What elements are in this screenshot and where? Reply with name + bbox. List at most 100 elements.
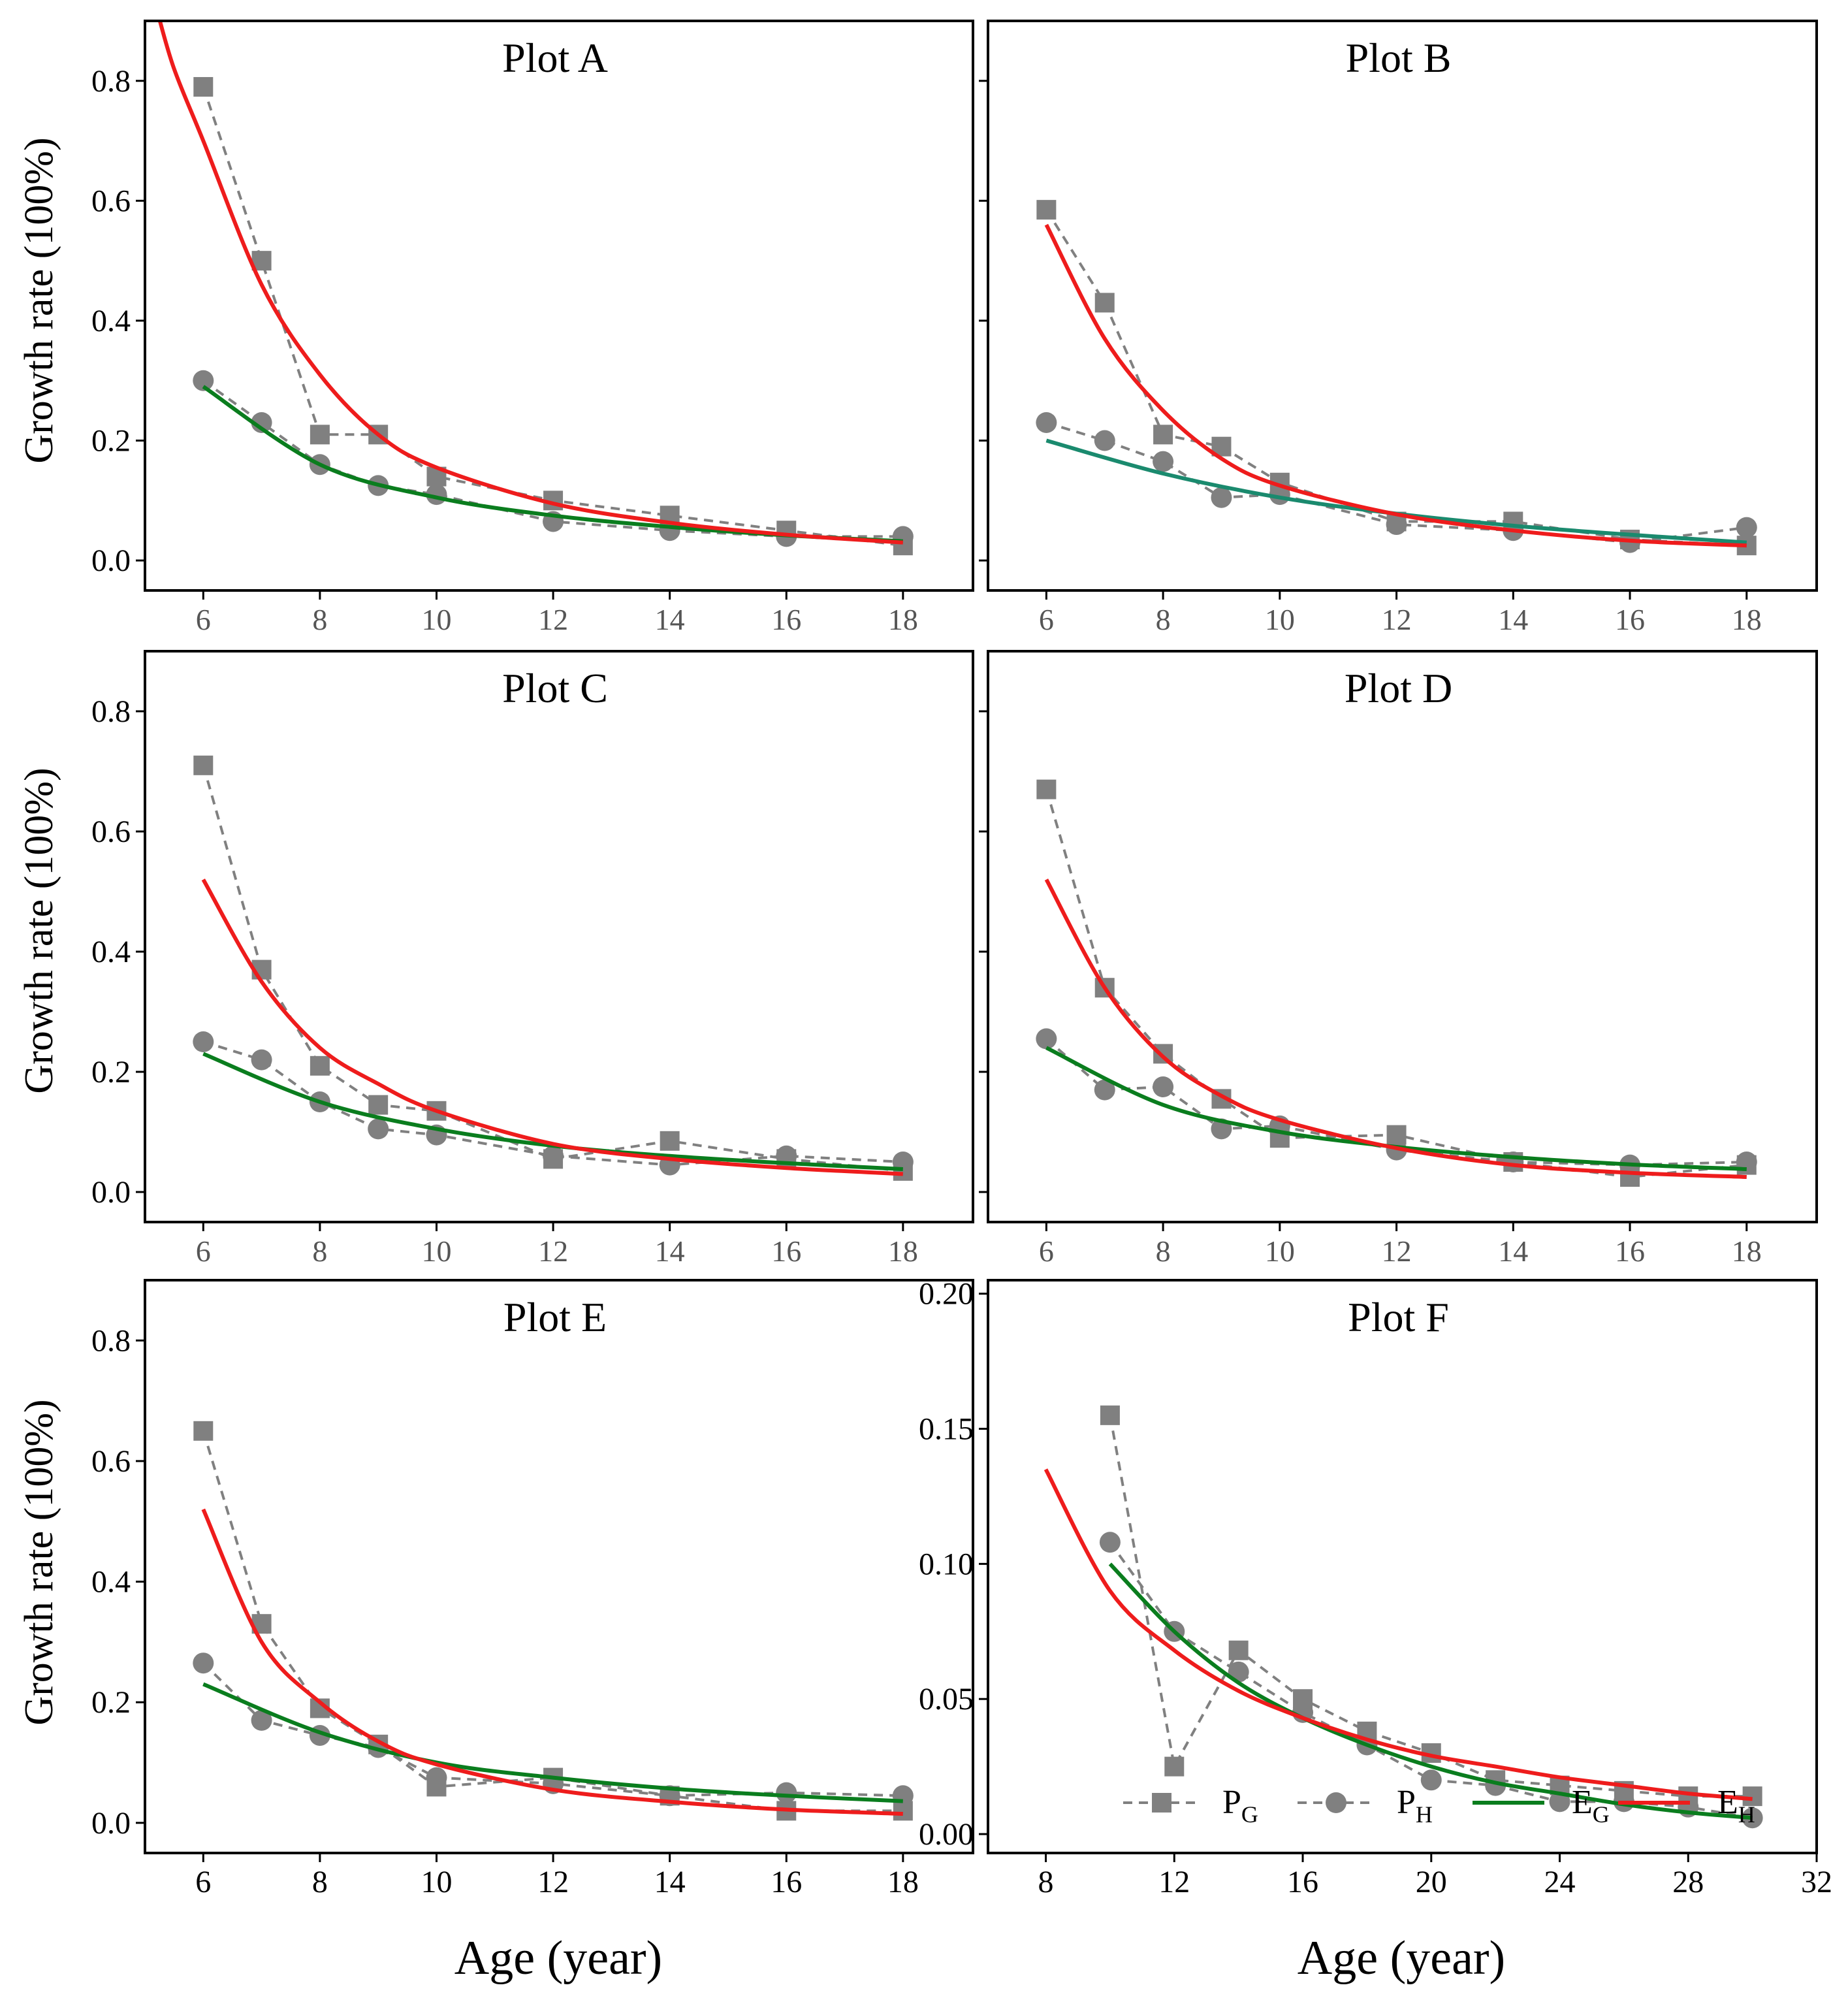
plot-f-frame: [987, 1279, 1818, 1854]
series-pg-marker: [1036, 200, 1057, 220]
plot-c-frame: [144, 650, 974, 1223]
series-pg-line: [1108, 1415, 1753, 1798]
x-tick-label: 18: [1732, 1234, 1762, 1268]
legend-label-subscript: H: [1738, 1801, 1755, 1828]
y-tick-label: 0.0: [91, 1175, 131, 1210]
series-pg-marker: [310, 1055, 330, 1076]
y-tick-label: 0.4: [91, 304, 131, 338]
legend-label-subscript: G: [1241, 1801, 1258, 1828]
plot-d-series: [1036, 779, 1757, 1187]
y-tick-label: 0.6: [91, 184, 131, 218]
series-ph-marker: [776, 1782, 797, 1803]
series-ph-marker: [1153, 451, 1174, 472]
x-tick-label: 14: [654, 1865, 686, 1899]
series-ph-marker: [1386, 514, 1407, 536]
y-tick-label: 0.00: [919, 1817, 974, 1852]
series-pg-marker: [193, 1421, 214, 1441]
series-ph-marker: [251, 1049, 272, 1071]
plot-b-title: Plot B: [1346, 35, 1452, 81]
y-axis-title-row-1: Growth rate (100%): [17, 137, 61, 463]
x-tick-label: 6: [1039, 1234, 1054, 1268]
series-ph-marker: [892, 1785, 914, 1807]
x-tick-label: 14: [655, 1234, 685, 1268]
plot-b-series: [1036, 200, 1757, 556]
x-tick-label: 24: [1544, 1865, 1576, 1899]
series-ph-marker: [1736, 517, 1757, 538]
series-pg-marker: [1036, 779, 1057, 799]
x-axis-title-left: Age (year): [454, 1931, 662, 1985]
x-tick-label: 16: [1615, 603, 1645, 636]
series-ph-marker: [1099, 1532, 1121, 1553]
legend-label: PH: [1397, 1784, 1433, 1828]
y-tick-label: 0.8: [91, 64, 131, 99]
series-ph-marker: [193, 1031, 214, 1052]
series-ph-marker: [368, 1118, 389, 1140]
y-tick-label: 0.2: [91, 1685, 131, 1720]
series-ph-marker: [1420, 1769, 1442, 1791]
plot-a: 0.0 0.2 0.4 0.6 0.8 6 8 10 12 14 16 18 Plot A: [91, 20, 974, 636]
plot-e: 0.0 0.2 0.4 0.6 0.8 6 8 10 12 14 16 18 Plot E: [91, 1279, 974, 1899]
plot-c-series: [193, 755, 914, 1181]
y-tick-label: 0.4: [91, 935, 131, 969]
y-tick-label: 0.6: [91, 1444, 131, 1479]
series-ph-line: [1109, 1541, 1753, 1820]
plot-e-frame: [144, 1279, 974, 1854]
y-tick-label: 0.15: [919, 1412, 974, 1447]
x-tick-label: 10: [1265, 1234, 1295, 1268]
x-tick-label: 28: [1672, 1865, 1704, 1899]
x-tick-label: 10: [421, 1865, 452, 1899]
series-ph-marker: [1094, 1079, 1115, 1101]
series-pg-marker: [1100, 1405, 1120, 1425]
series-pg-line: [202, 765, 904, 1172]
series-pg-marker: [660, 1131, 680, 1151]
plot-c: 0.0 0.2 0.4 0.6 0.8 6 8 10 12 14 16 18 Plot C: [91, 650, 974, 1268]
legend-item-ph: PH: [1298, 1784, 1433, 1828]
y-tick-label: 0.4: [91, 1565, 131, 1600]
x-tick-label: 14: [655, 603, 685, 636]
x-tick-label: 14: [1498, 1234, 1528, 1268]
x-tick-label: 16: [771, 1865, 802, 1899]
series-eh-line: [157, 21, 904, 545]
series-pg-marker: [1094, 293, 1115, 313]
x-tick-label: 12: [1382, 603, 1412, 636]
x-tick-label: 32: [1801, 1865, 1832, 1899]
series-ph-marker: [1036, 1028, 1057, 1050]
series-eh-line: [201, 878, 903, 1176]
series-pg-line: [202, 86, 904, 547]
plot-b-frame: [987, 20, 1818, 592]
series-eh-line: [1044, 878, 1747, 1179]
x-tick-label: 8: [312, 1234, 327, 1268]
y-tick-label: 0.2: [91, 1055, 131, 1089]
y-tick-label: 0.0: [91, 543, 131, 578]
x-tick-label: 12: [1158, 1865, 1190, 1899]
legend-swatch-square: [1152, 1793, 1171, 1813]
x-tick-label: 10: [421, 603, 451, 636]
series-pg-line: [202, 1430, 903, 1813]
x-tick-label: 8: [312, 603, 327, 636]
y-tick-label: 0.20: [919, 1277, 974, 1312]
x-tick-label: 16: [771, 1234, 801, 1268]
series-ph-marker: [1153, 1076, 1174, 1097]
x-tick-label: 12: [538, 1234, 568, 1268]
plot-d-title: Plot D: [1345, 665, 1452, 711]
x-axis-title-right: Age (year): [1298, 1931, 1505, 1985]
plot-a-series: [157, 21, 914, 556]
y-tick-label: 0.10: [919, 1547, 974, 1581]
y-tick-label: 0.2: [91, 424, 131, 459]
series-ph-marker: [251, 1709, 272, 1731]
x-tick-label: 10: [421, 1234, 451, 1268]
x-tick-label: 18: [1732, 603, 1762, 636]
y-axis-title-row-3: Growth rate (100%): [17, 1399, 61, 1725]
legend-label-subscript: G: [1593, 1801, 1610, 1828]
series-pg-line: [1045, 209, 1747, 547]
series-eg-line: [202, 1682, 903, 1803]
plot-f-series: [1043, 1405, 1763, 1829]
x-tick-label: 8: [1156, 1234, 1171, 1268]
series-ph-marker: [193, 370, 214, 391]
series-ph-line: [202, 379, 903, 538]
plot-a-title: Plot A: [502, 35, 608, 81]
x-tick-label: 20: [1416, 1865, 1447, 1899]
x-tick-label: 18: [887, 1865, 919, 1899]
panels-layer: 0.0 0.2 0.4 0.6 0.8 6 8 10 12 14 16 18 Plot A 6 8 10 12 1…: [91, 20, 1832, 1899]
series-pg-marker: [193, 76, 214, 97]
